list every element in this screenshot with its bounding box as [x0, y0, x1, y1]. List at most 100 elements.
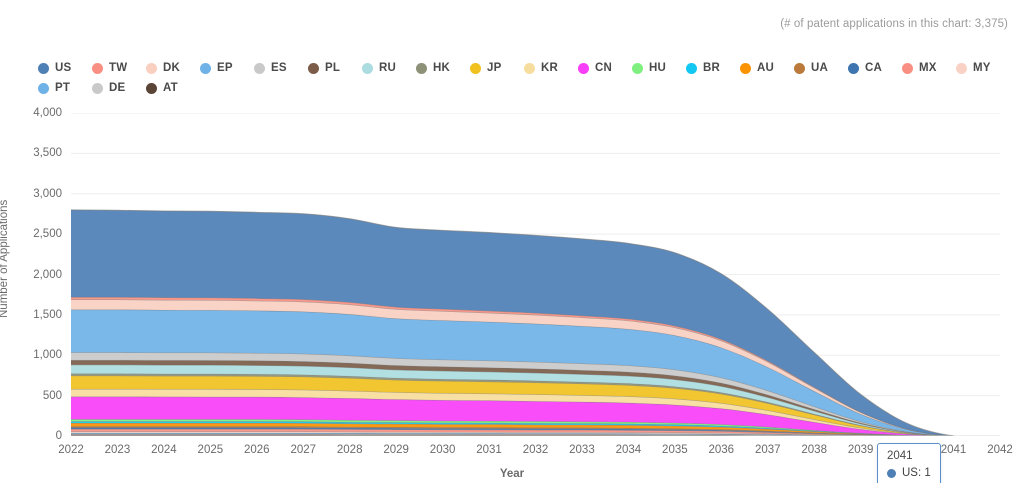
- stacked-area-svg[interactable]: [71, 113, 1000, 436]
- legend-dot-icon: [470, 62, 481, 74]
- y-tick-label: 2,000: [33, 268, 62, 281]
- legend-item-pt[interactable]: PT: [38, 78, 92, 98]
- x-tick-label: 2026: [244, 444, 270, 456]
- tooltip-series-dot: [887, 468, 896, 478]
- legend-item-label: US: [55, 62, 72, 74]
- legend-dot-icon: [740, 62, 751, 74]
- x-tick-label: 2030: [429, 444, 456, 456]
- y-tick-label: 3,000: [33, 187, 62, 200]
- legend-item-label: AT: [163, 82, 178, 94]
- legend-dot-icon: [578, 62, 589, 74]
- legend-item-label: UA: [811, 62, 829, 74]
- x-tick-label: 2033: [569, 444, 595, 456]
- legend-item-label: TW: [109, 62, 128, 74]
- area-series-kr[interactable]: [71, 388, 1000, 436]
- area-outline-us: [71, 209, 1000, 436]
- legend-item-at[interactable]: AT: [146, 78, 200, 98]
- legend-dot-icon: [308, 62, 319, 74]
- legend-item-label: CN: [595, 62, 613, 74]
- x-axis-title: Year: [499, 468, 525, 480]
- legend-item-label: MX: [919, 62, 937, 74]
- x-tick-label: 2038: [801, 444, 827, 456]
- legend-item-hk[interactable]: HK: [416, 58, 470, 78]
- legend-item-pl[interactable]: PL: [308, 58, 362, 78]
- x-tick-label: 2027: [290, 444, 317, 456]
- x-tick-label: 2035: [662, 444, 688, 456]
- legend-dot-icon: [794, 62, 805, 74]
- x-tick-label: 2042: [987, 444, 1013, 456]
- legend-item-hu[interactable]: HU: [632, 58, 686, 78]
- legend-item-ep[interactable]: EP: [200, 58, 254, 78]
- x-tick-label: 2022: [58, 444, 84, 456]
- plot-area[interactable]: [71, 113, 1000, 436]
- legend-dot-icon: [632, 62, 643, 74]
- area-series-pt[interactable]: [71, 432, 1000, 436]
- legend-dot-icon: [362, 62, 373, 74]
- legend-item-dk[interactable]: DK: [146, 58, 200, 78]
- area-series-ru[interactable]: [71, 364, 1000, 436]
- legend-item-label: HU: [649, 62, 667, 74]
- legend-item-de[interactable]: DE: [92, 78, 146, 98]
- legend-item-mx[interactable]: MX: [902, 58, 956, 78]
- legend-item-label: RU: [379, 62, 397, 74]
- area-series-cn[interactable]: [71, 396, 1000, 436]
- y-tick-label: 1,500: [33, 308, 62, 321]
- legend-item-label: HK: [433, 62, 451, 74]
- area-series-br[interactable]: [71, 421, 1000, 436]
- legend-dot-icon: [38, 82, 49, 94]
- legend-item-label: EP: [217, 62, 233, 74]
- x-tick-label: 2037: [754, 444, 781, 456]
- y-tick-label: 3,500: [33, 147, 62, 160]
- area-series-jp[interactable]: [71, 375, 1000, 436]
- legend-dot-icon: [254, 62, 265, 74]
- legend-item-ua[interactable]: UA: [794, 58, 848, 78]
- area-series-ep[interactable]: [71, 309, 1000, 436]
- legend-item-label: AU: [757, 62, 775, 74]
- legend-item-label: MY: [973, 62, 991, 74]
- legend-item-jp[interactable]: JP: [470, 58, 524, 78]
- legend-dot-icon: [524, 62, 535, 74]
- legend-item-tw[interactable]: TW: [92, 58, 146, 78]
- legend-item-br[interactable]: BR: [686, 58, 740, 78]
- legend-item-label: BR: [703, 62, 721, 74]
- x-tick-label: 2023: [104, 444, 131, 456]
- legend-dot-icon: [92, 62, 103, 74]
- legend-item-ru[interactable]: RU: [362, 58, 416, 78]
- legend-item-my[interactable]: MY: [956, 58, 1010, 78]
- y-tick-label: 2,500: [33, 228, 62, 241]
- legend-item-cn[interactable]: CN: [578, 58, 632, 78]
- y-tick-label: 4,000: [33, 107, 62, 119]
- area-series-us[interactable]: [71, 209, 1000, 436]
- y-axis-title: Number of Applications: [0, 199, 10, 318]
- tooltip-series-value: US: 1: [902, 467, 931, 479]
- legend-dot-icon: [956, 62, 967, 74]
- x-tick-label: 2039: [847, 444, 874, 456]
- legend-item-us[interactable]: US: [38, 58, 92, 78]
- x-tick-label: 2024: [151, 444, 177, 456]
- legend-item-au[interactable]: AU: [740, 58, 794, 78]
- legend-dot-icon: [92, 82, 103, 94]
- x-tick-label: 2034: [615, 444, 642, 456]
- legend-item-label: PT: [55, 82, 71, 94]
- area-series-ua[interactable]: [71, 426, 1000, 436]
- legend-dot-icon: [146, 82, 157, 94]
- legend-item-label: PL: [325, 62, 341, 74]
- legend-item-kr[interactable]: KR: [524, 58, 578, 78]
- x-tick-label: 2036: [708, 444, 735, 456]
- area-series-my[interactable]: [71, 431, 1000, 436]
- legend-item-es[interactable]: ES: [254, 58, 308, 78]
- area-series-mx[interactable]: [71, 428, 1000, 436]
- tooltip-title: 2041: [887, 450, 913, 462]
- area-series-ca[interactable]: [71, 427, 1000, 436]
- legend-dot-icon: [38, 62, 49, 74]
- legend-item-label: KR: [541, 62, 559, 74]
- legend-item-ca[interactable]: CA: [848, 58, 902, 78]
- legend-item-label: ES: [271, 62, 287, 74]
- area-series-hu[interactable]: [71, 419, 1000, 436]
- y-tick-label: 0: [55, 430, 62, 442]
- chart-legend[interactable]: US TW DK EP ES PL RU HK JP KR CN HU BR AU UA CA MX MY PT DE…: [38, 58, 1013, 98]
- x-tick-label: 2025: [197, 444, 224, 456]
- area-series-de[interactable]: [71, 433, 1000, 436]
- area-series-au[interactable]: [71, 422, 1000, 436]
- legend-dot-icon: [848, 62, 859, 74]
